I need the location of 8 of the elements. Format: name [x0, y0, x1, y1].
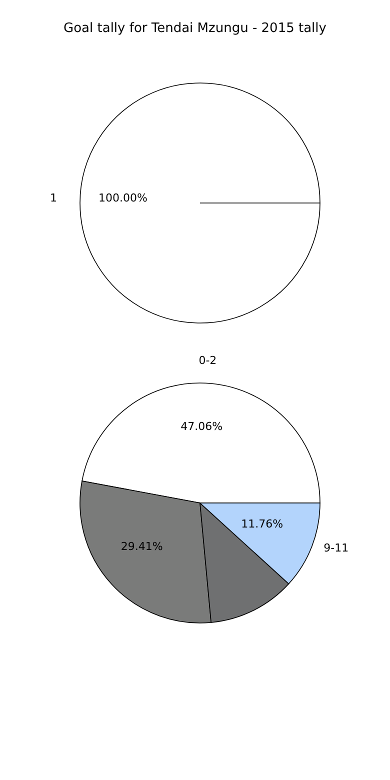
data-label: 100.00%	[98, 192, 148, 204]
slice-label: 0-2	[198, 354, 217, 368]
chart-title: Goal tally for Tendai Mzungu - 2015 tally	[64, 21, 327, 36]
slice-label: 9-11	[324, 541, 349, 554]
data-label: 47.06%	[180, 420, 223, 433]
slice-label: 1	[50, 192, 57, 204]
data-label: 29.41%	[120, 540, 163, 554]
data-label: 11.76%	[241, 518, 284, 530]
